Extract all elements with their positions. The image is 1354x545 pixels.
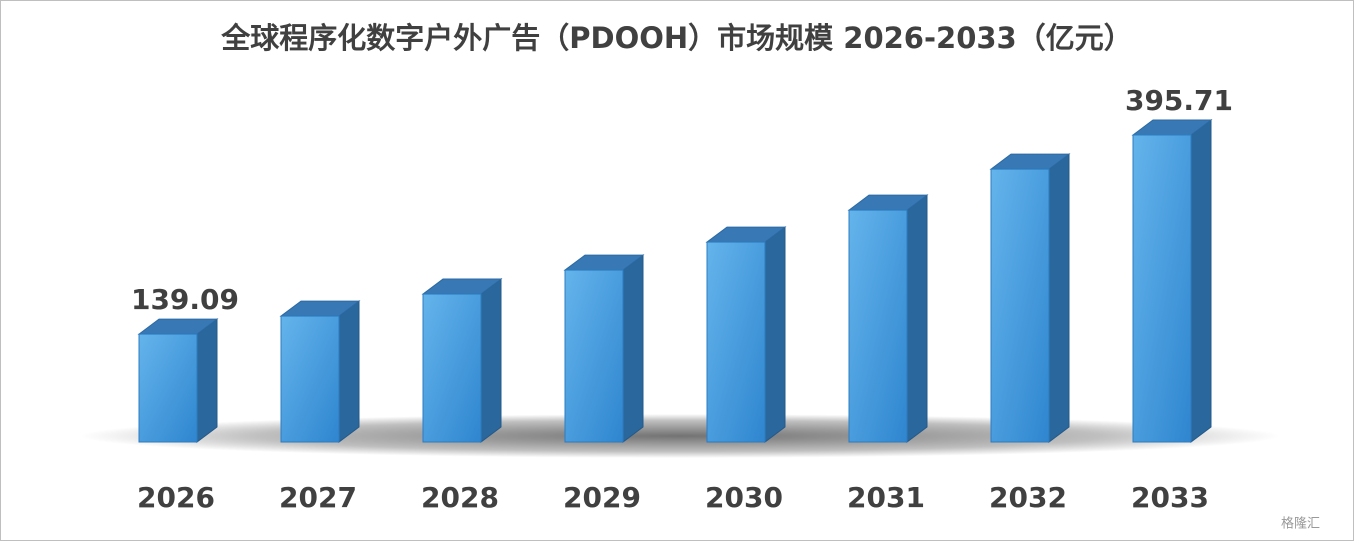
x-tick-label: 2029 [563,481,641,514]
bar [564,269,624,443]
bar [706,241,766,443]
bar [422,293,482,443]
bar-side [196,318,218,443]
bars [137,119,1213,443]
bar-side [906,194,928,443]
bar [280,315,340,443]
data-label: 395.71 [1125,84,1233,117]
bar-side [480,278,502,443]
x-tick-label: 2027 [279,481,357,514]
bar [990,168,1050,443]
data-label: 139.09 [131,283,239,316]
x-tick-label: 2031 [847,481,925,514]
chart-title: 全球程序化数字户外广告（PDOOH）市场规模 2026-2033（亿元） [220,21,1132,55]
x-tick-label: 2028 [421,481,499,514]
watermark: 格隆汇 [1281,516,1320,532]
bar-side [764,226,786,443]
x-tick-label: 2032 [989,481,1067,514]
bar [138,333,198,443]
x-tick-label: 2033 [1131,481,1209,514]
bar [848,209,908,443]
bar-side [1190,119,1212,443]
x-tick-label: 2026 [137,481,215,514]
x-tick-label: 2030 [705,481,783,514]
bar-side [1048,153,1070,443]
floor-shadow [80,414,1280,458]
bar-side [622,254,644,443]
bar-side [338,300,360,443]
bar [1132,134,1192,443]
